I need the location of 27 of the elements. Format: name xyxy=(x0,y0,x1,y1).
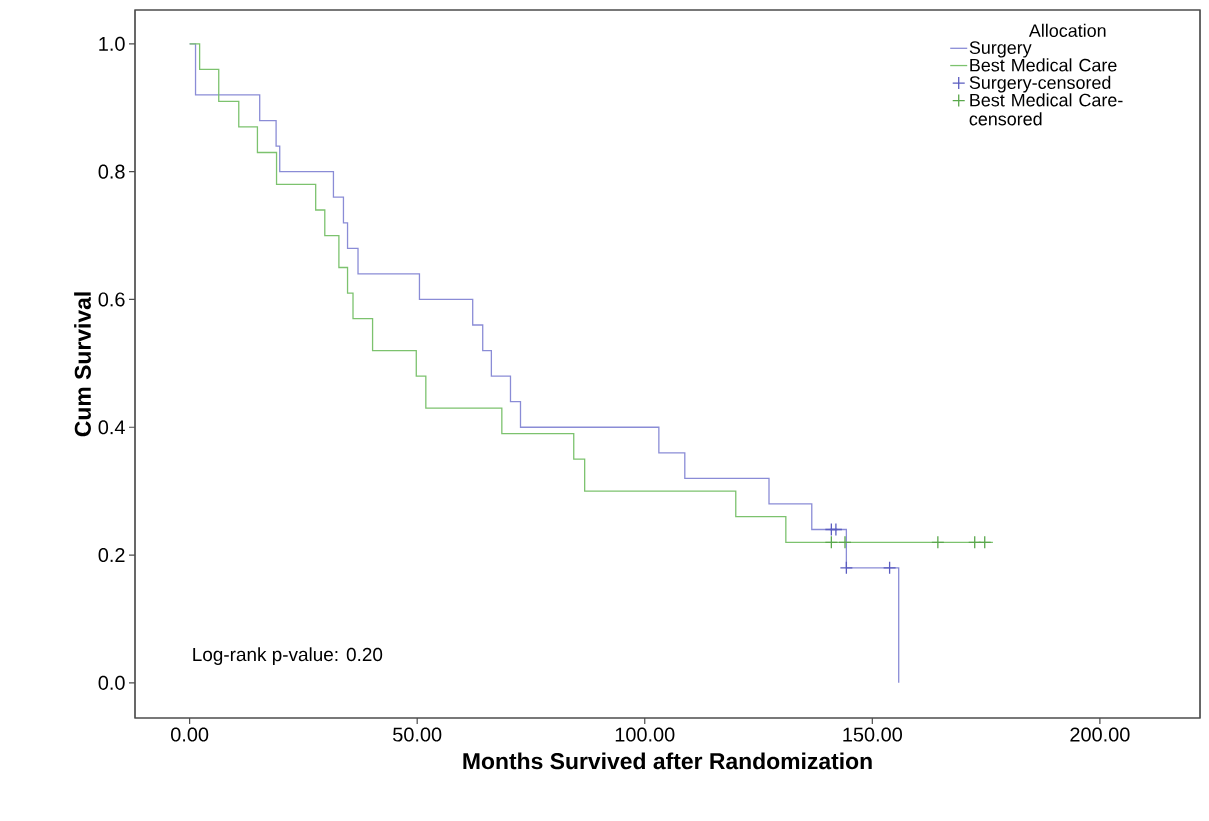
y-tick-label: 0.2 xyxy=(98,548,125,563)
point xyxy=(968,535,982,549)
y-tick-label: 0.6 xyxy=(98,292,125,307)
y-tick-label: 0.0 xyxy=(98,675,125,690)
x-tick-label: 50.00 xyxy=(393,727,442,742)
legend-label: Surgery-censored xyxy=(969,75,1111,93)
x-tick-label: 200.00 xyxy=(1070,727,1130,742)
y-axis-title: Cum Survival xyxy=(74,292,91,437)
point xyxy=(931,535,945,549)
point xyxy=(838,535,852,549)
x-axis-title: Months Survived after Randomization xyxy=(463,752,872,770)
legend-label: Surgery xyxy=(969,41,1032,58)
point xyxy=(978,535,992,549)
x-tick-label: 150.00 xyxy=(843,727,902,742)
x-tick-label: 100.00 xyxy=(615,727,675,742)
legend-label: Best Medical Care xyxy=(970,58,1117,72)
legend-label: Best Medical Care-censored xyxy=(969,93,1123,126)
x-tick-label: 0.00 xyxy=(171,727,209,742)
point xyxy=(824,535,838,549)
annotation: Log-rank p-value: 0.20 xyxy=(193,647,383,665)
point xyxy=(829,522,843,537)
y-tick-label: 1.0 xyxy=(99,36,125,51)
point xyxy=(882,561,897,575)
y-tick-label: 0.4 xyxy=(98,420,125,435)
legend-title: Allocation xyxy=(1028,23,1106,37)
y-tick-label: 0.8 xyxy=(98,164,125,179)
point xyxy=(839,561,854,575)
